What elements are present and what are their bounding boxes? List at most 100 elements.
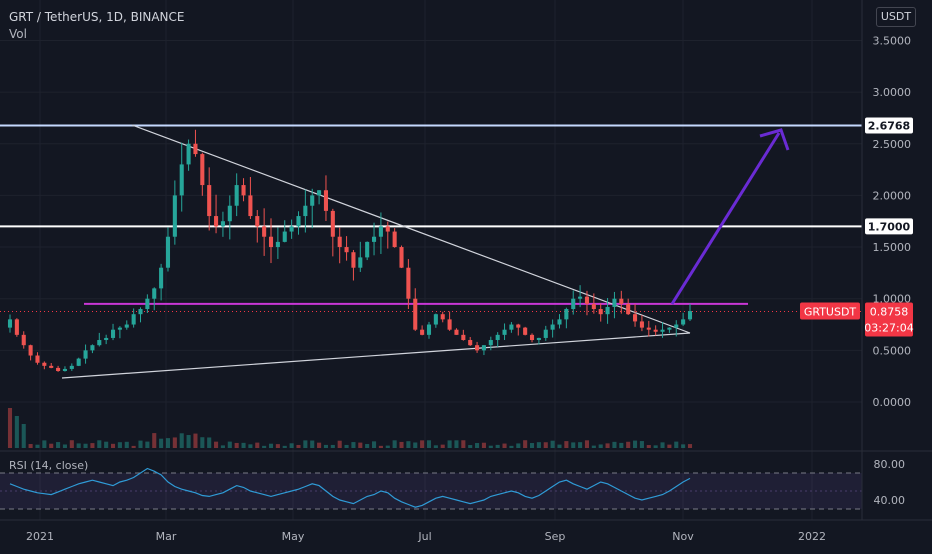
candle-body: [186, 143, 191, 165]
volume-bar: [646, 445, 651, 448]
ascending-trendline: [61, 332, 691, 379]
volume-bar: [454, 440, 459, 448]
volume-bar: [413, 442, 418, 448]
volume-bar: [605, 443, 610, 448]
candle-body: [303, 205, 308, 217]
level-badge-label: 2.6768: [868, 119, 910, 132]
volume-bar: [97, 440, 102, 448]
rsi-tick-label: 40.00: [874, 494, 906, 507]
volume-bar: [110, 443, 116, 448]
currency-button[interactable]: USDT: [876, 7, 916, 27]
candle-body: [550, 324, 555, 330]
chart-title: GRT / TetherUS, 1D, BINANCE: [9, 10, 185, 24]
candle-body: [28, 345, 33, 356]
candle-body: [420, 329, 425, 335]
candle-body: [509, 324, 514, 330]
candle-body: [145, 298, 150, 310]
volume-bar: [687, 444, 693, 448]
candle-body: [56, 367, 61, 372]
candle-body: [117, 327, 122, 330]
volume-bar: [591, 445, 596, 448]
volume-bar: [200, 437, 205, 448]
candle-body: [282, 231, 287, 242]
volume-bar: [399, 441, 404, 448]
volume-bar: [516, 443, 521, 448]
rsi-tick-label: 80.00: [874, 458, 906, 471]
volume-bar: [289, 443, 294, 448]
volume-bar: [214, 441, 219, 448]
candle-body: [179, 164, 184, 196]
volume-bar: [268, 443, 274, 448]
volume-bar: [468, 445, 473, 448]
volume-bar: [378, 445, 383, 448]
volume-bar: [372, 441, 377, 448]
candle-body: [138, 309, 143, 315]
volume-bar: [488, 445, 493, 448]
volume-bar: [90, 443, 95, 448]
candle-body: [399, 247, 404, 268]
volume-bar: [543, 442, 548, 448]
candle-body: [330, 210, 335, 237]
candle-body: [406, 267, 411, 299]
volume-bar: [653, 445, 658, 448]
candle-body: [241, 185, 246, 196]
volume-bar: [234, 442, 239, 448]
candle-body: [584, 296, 590, 304]
volume-bar: [117, 442, 122, 448]
time-tick-label: Jul: [417, 530, 431, 543]
projection-arrowhead: [759, 128, 790, 151]
candle-body: [248, 195, 253, 217]
candle-body: [440, 314, 445, 320]
time-tick-label: Sep: [545, 530, 566, 543]
volume-bar: [69, 440, 74, 448]
volume-bar: [193, 433, 198, 448]
price-tick-label: 2.5000: [873, 138, 912, 151]
candle-body: [392, 231, 397, 248]
volume-bar: [138, 440, 143, 448]
volume-bar: [241, 442, 246, 448]
candle-body: [255, 216, 260, 227]
candle-body: [124, 324, 129, 328]
price-badges: 2.6768 1.7000 GRTUSDT 0.8758 03:27:04: [800, 117, 914, 337]
candle-body: [49, 365, 54, 368]
candle-body: [275, 241, 280, 248]
candle-body: [159, 267, 164, 289]
volume-bar: [495, 444, 500, 448]
volume-bar: [145, 441, 150, 448]
volume-bar: [392, 440, 397, 448]
candle-body: [413, 298, 418, 330]
volume-bar: [14, 416, 19, 448]
volume-bar: [447, 440, 452, 448]
projection-arrow: [670, 132, 781, 305]
candle-body: [310, 195, 315, 206]
rsi-line: [9, 467, 691, 508]
candle-body: [262, 226, 267, 237]
candle-body: [62, 368, 67, 372]
candle-body: [639, 321, 644, 328]
candle-body: [516, 324, 521, 328]
candle-body: [317, 190, 322, 196]
candle-body: [598, 309, 603, 315]
volume-bar: [172, 437, 177, 448]
candle-body: [35, 355, 40, 363]
volume-bar: [461, 440, 466, 448]
candle-body: [69, 365, 74, 369]
candle-body: [234, 185, 239, 206]
candle-body: [207, 185, 212, 217]
volume-bar: [28, 444, 33, 448]
time-tick-label: Nov: [672, 530, 694, 543]
volume-bar: [62, 444, 67, 448]
candle-body: [529, 334, 535, 341]
candle-body: [578, 296, 583, 299]
grid-lines: [0, 0, 862, 520]
volume-bar: [365, 444, 370, 448]
volume-bar: [598, 444, 603, 448]
volume-bar: [21, 424, 26, 448]
candle-body: [165, 236, 171, 268]
candle-body: [323, 190, 328, 211]
level-badge: [865, 218, 913, 235]
candle-body: [454, 329, 459, 335]
